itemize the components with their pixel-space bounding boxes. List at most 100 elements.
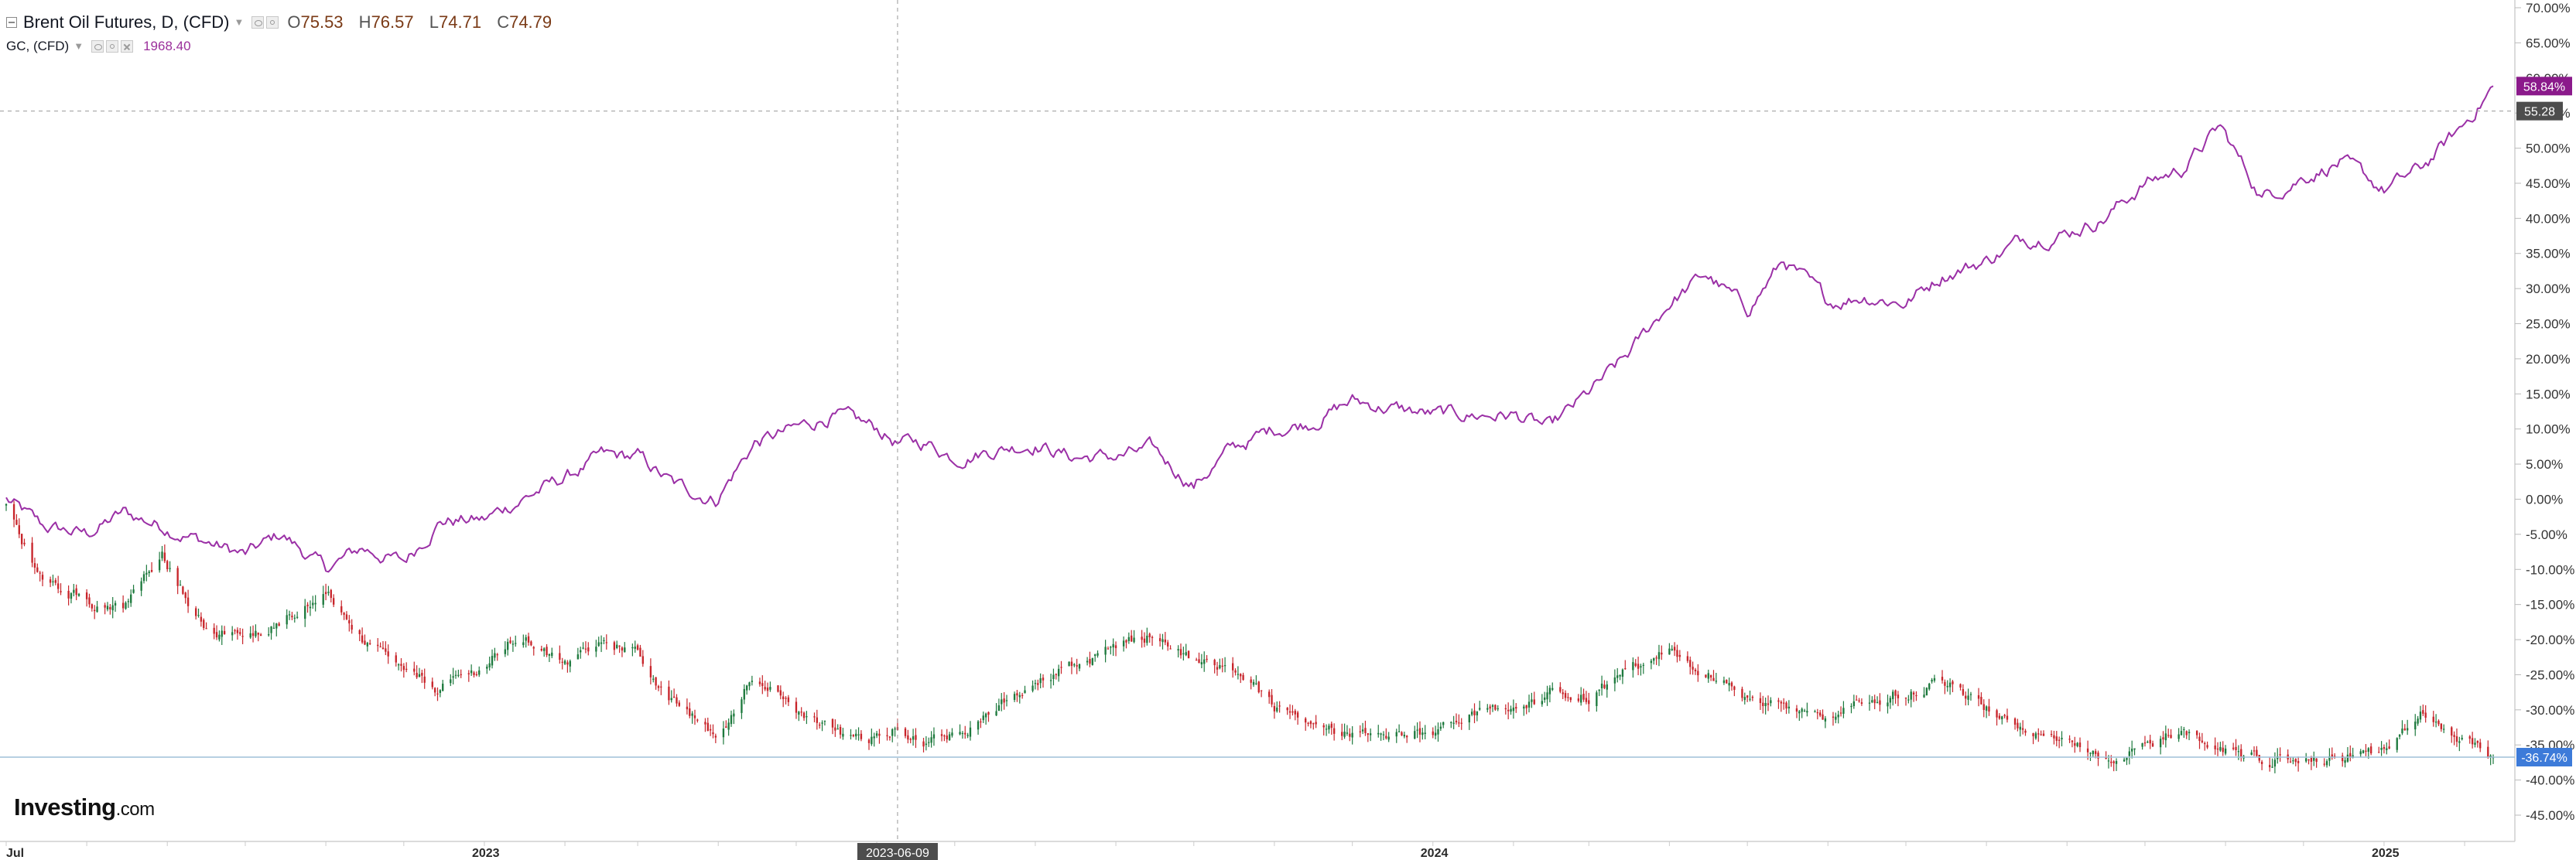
y-tick-label: -25.00% — [2526, 667, 2574, 682]
candle-body — [2128, 751, 2130, 756]
candle-body — [1743, 697, 1746, 701]
close-key: C — [497, 12, 510, 32]
candle-body — [1637, 664, 1640, 669]
candle-body — [748, 682, 751, 687]
candle-body — [2258, 755, 2260, 761]
candle-body — [218, 634, 221, 640]
candle-body — [2424, 712, 2427, 718]
candle-body — [816, 717, 818, 723]
main-symbol-label[interactable]: Brent Oil Futures, D, (CFD) — [23, 12, 230, 32]
candle-body — [275, 623, 278, 629]
candle-body — [194, 608, 197, 616]
candle-body — [121, 602, 125, 609]
candle-body — [322, 594, 324, 605]
gear-icon[interactable] — [266, 16, 279, 29]
candle-body — [1385, 735, 1387, 739]
candle-body — [140, 581, 142, 591]
gear-icon[interactable] — [106, 40, 119, 53]
candle-body — [1096, 653, 1099, 656]
eye-icon[interactable] — [91, 40, 104, 53]
candle-body — [94, 609, 96, 612]
candle-body — [1741, 688, 1743, 698]
candle-body — [109, 606, 111, 609]
candle-body — [130, 594, 132, 603]
candle-body — [795, 701, 798, 713]
candle-body — [1642, 664, 1644, 666]
candle-body — [73, 589, 75, 593]
candle-body — [1349, 733, 1351, 737]
candle-body — [741, 699, 743, 713]
candle-body — [2170, 735, 2172, 739]
candle-body — [951, 732, 953, 736]
close-icon[interactable] — [121, 40, 134, 53]
candle-body — [2406, 728, 2409, 731]
candle-body — [397, 664, 400, 666]
candle-body — [2188, 732, 2191, 734]
candle-body — [145, 572, 148, 575]
eye-icon[interactable] — [251, 16, 265, 29]
chevron-down-icon[interactable]: ▼ — [234, 16, 245, 28]
candle-body — [1585, 698, 1588, 702]
candle-body — [1343, 732, 1346, 737]
candle-body — [798, 712, 800, 715]
candle-body — [569, 660, 571, 667]
candle-body — [2417, 718, 2419, 724]
y-tick-label: 50.00% — [2526, 142, 2571, 156]
collapse-icon[interactable] — [6, 17, 17, 28]
candle-body — [1406, 735, 1408, 738]
candle-body — [1250, 679, 1252, 683]
candle-body — [1523, 706, 1525, 709]
candle-body — [1653, 658, 1655, 661]
candle-body — [802, 712, 806, 718]
candle-body — [1203, 659, 1206, 664]
chevron-down-icon[interactable]: ▼ — [74, 40, 84, 52]
compare-symbol-label[interactable]: GC, (CFD) — [6, 39, 70, 53]
candle-body — [395, 655, 397, 663]
candle-body — [1907, 699, 1910, 701]
candle-body — [88, 597, 91, 605]
candle-body — [1268, 691, 1271, 698]
candle-body — [2074, 742, 2076, 746]
candle-body — [1104, 647, 1107, 655]
candle-body — [1959, 684, 1962, 688]
gold-legend-row: GC, (CFD) ▼ 1968.40 — [6, 36, 563, 57]
candle-body — [2177, 734, 2180, 739]
candle-body — [1965, 695, 1967, 699]
candle-body — [2195, 731, 2198, 735]
candle-body — [1544, 697, 1546, 700]
candle-body — [548, 654, 551, 656]
candle-body — [176, 568, 179, 586]
candle-body — [2050, 733, 2053, 735]
candle-body — [348, 619, 351, 624]
candle-body — [1531, 699, 1533, 702]
candle-body — [67, 590, 70, 599]
candle-body — [1707, 673, 1709, 679]
candle-body — [678, 702, 681, 706]
candle-body — [223, 630, 226, 635]
candle-body — [2131, 749, 2133, 752]
candle-body — [1161, 639, 1164, 643]
candle-body — [2222, 747, 2224, 752]
candle-body — [2369, 746, 2372, 754]
candle-body — [1876, 701, 1879, 704]
candle-body — [385, 648, 387, 652]
candle-body — [2342, 756, 2344, 762]
candle-body — [309, 606, 312, 609]
candle-body — [1856, 699, 1858, 701]
candle-body — [457, 674, 460, 676]
candle-body — [1037, 683, 1039, 685]
y-tick-label: -5.00% — [2526, 527, 2567, 542]
candle-body — [1437, 729, 1439, 735]
candle-body — [605, 642, 607, 643]
investing-logo: Investing .com — [14, 793, 155, 821]
candle-body — [532, 647, 535, 649]
candle-body — [2240, 749, 2242, 757]
candle-body — [2237, 751, 2240, 752]
y-tick-label: 35.00% — [2526, 247, 2571, 261]
candle-body — [31, 542, 33, 563]
candle-body — [1787, 706, 1791, 709]
candle-body — [1179, 649, 1182, 656]
candle-body — [1131, 635, 1133, 642]
candle-body — [1673, 647, 1676, 651]
